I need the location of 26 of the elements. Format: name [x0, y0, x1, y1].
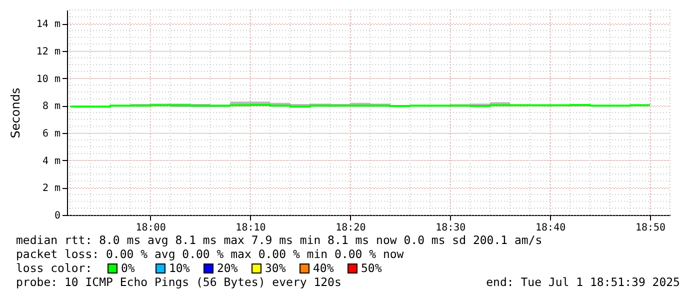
text: packet loss: 0.00 % avg 0.00 % max 0.00 % min 0.00 % now: [16, 247, 404, 261]
legend-label: 10%: [169, 261, 190, 275]
x-tick-label: 18:10: [236, 222, 266, 234]
y-tick-label: 2 m: [42, 183, 60, 194]
x-tick-label: 18:30: [436, 222, 466, 234]
legend-title: loss color:: [16, 261, 92, 275]
x-tick-label: 18:50: [635, 222, 666, 234]
y-tick-label: 0: [54, 210, 60, 222]
text: end: Tue Jul 1 18:51:39 2025: [486, 275, 680, 289]
legend-label: 0%: [121, 261, 135, 275]
y-axis-title: Seconds: [8, 88, 22, 138]
legend-label: 20%: [217, 261, 238, 275]
x-tick-label: 18:20: [336, 222, 366, 234]
x-tick-label: 18:40: [536, 222, 566, 234]
x-tick-label: 18:00: [136, 222, 166, 234]
text: median rtt: 8.0 ms avg 8.1 ms max 7.9 ms min 8.1 ms now 0.0 ms sd 200.1 am/s: [16, 233, 542, 247]
legend-label: 30%: [265, 261, 286, 275]
text: probe: 10 ICMP Echo Pings (56 Bytes) every 120s: [16, 275, 342, 289]
y-tick-label: 4 m: [42, 156, 60, 167]
y-tick-label: 10 m: [36, 74, 60, 85]
legend-label: 50%: [361, 261, 382, 275]
legend-label: 40%: [313, 261, 334, 275]
y-tick-label: 14 m: [36, 19, 60, 30]
y-tick-label: 6 m: [42, 128, 60, 140]
y-tick-label: 12 m: [36, 46, 60, 58]
y-tick-label: 8 m: [42, 101, 60, 112]
